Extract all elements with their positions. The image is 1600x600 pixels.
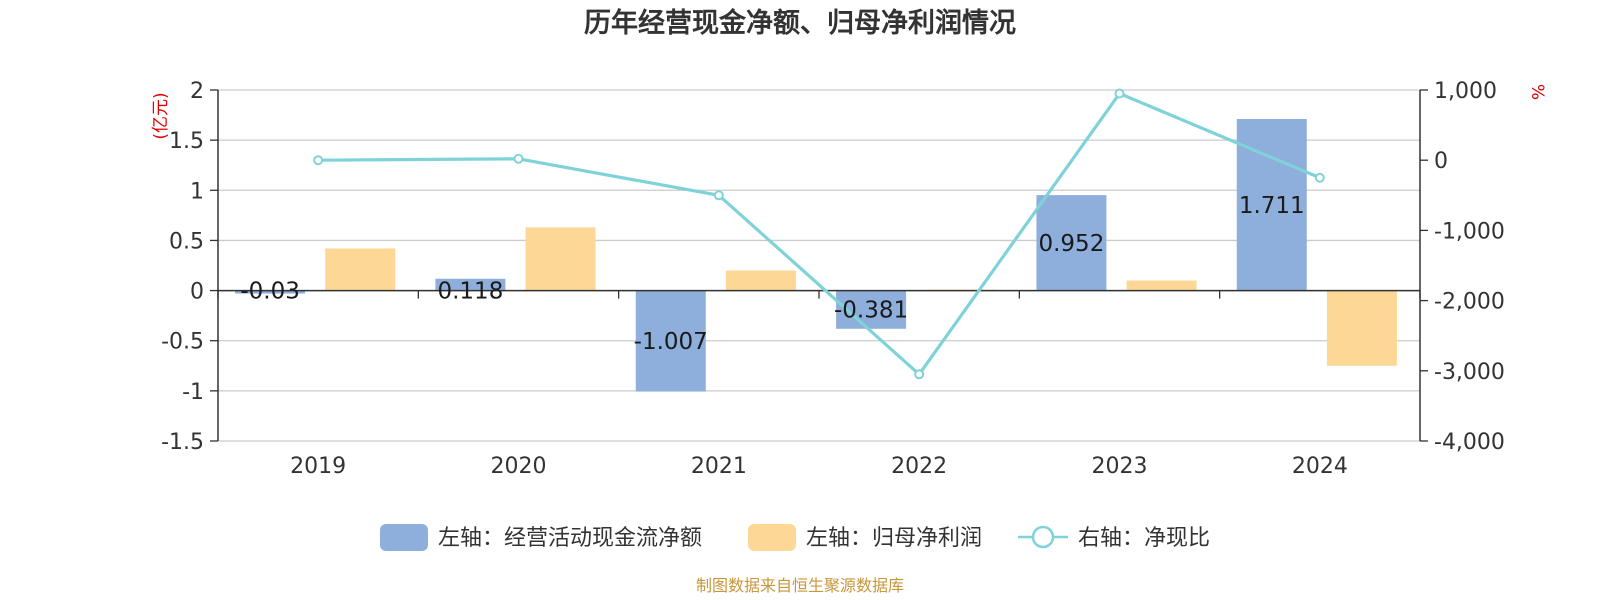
net-cash-ratio-point [713, 190, 724, 201]
net-profit-bar [1126, 280, 1197, 291]
axes: 2 1.5 1 0.5 0 -0.5 -1 -1.5 1,000 0 -1,000 -2,000 -3,… [161, 79, 1505, 479]
net-profit-bar [1326, 290, 1397, 366]
line-series [313, 88, 1325, 380]
legend-label-net-profit: 左轴：归母净利润 [806, 526, 982, 551]
left-axis-tick-label: 1.5 [169, 129, 204, 154]
left-axis-tick-label: -1.5 [161, 430, 204, 455]
net-profit-bar [725, 270, 796, 291]
right-axis-tick-label: -2,000 [1434, 290, 1505, 315]
left-axis-tick-label: 0 [190, 280, 204, 305]
cashflow-data-label: 0.118 [437, 279, 503, 305]
category-label: 2023 [1092, 454, 1148, 479]
category-label: 2024 [1292, 454, 1348, 479]
category-label: 2021 [691, 454, 747, 479]
net-cash-ratio-point [313, 155, 324, 166]
cashflow-bar [235, 290, 306, 294]
legend-label-cashflow: 左轴：经营活动现金流净额 [438, 526, 702, 551]
source-note: 制图数据来自恒生聚源数据库 [696, 576, 904, 595]
net-profit-bar [525, 227, 596, 291]
cashflow-data-label: 0.952 [1038, 231, 1104, 257]
right-axis-tick-label: 1,000 [1434, 79, 1497, 104]
right-axis-tick-label: 0 [1434, 149, 1448, 174]
category-label: 2019 [290, 454, 346, 479]
left-axis-tick-label: 0.5 [169, 229, 204, 254]
net-profit-bar [325, 248, 396, 291]
legend: 左轴：经营活动现金流净额 左轴：归母净利润 右轴：净现比 [380, 524, 1210, 551]
net-cash-ratio-point [1114, 88, 1125, 99]
left-axis-tick-label: -1 [182, 380, 204, 405]
legend-label-ratio: 右轴：净现比 [1078, 526, 1210, 551]
legend-swatch-cashflow [380, 524, 428, 551]
cashflow-data-label: -1.007 [634, 329, 708, 355]
left-axis-tick-label: 2 [190, 79, 204, 104]
cashflow-bar [1036, 195, 1107, 291]
left-axis-unit-label: (亿元) [151, 92, 171, 139]
right-axis-unit-label: % [1527, 84, 1547, 100]
right-axis-tick-label: -3,000 [1434, 360, 1505, 385]
right-axis-tick-label: -1,000 [1434, 219, 1505, 244]
cashflow-bar [635, 290, 706, 392]
category-label: 2020 [491, 454, 547, 479]
chart-title: 历年经营现金净额、归母净利润情况 [584, 7, 1016, 39]
legend-swatch-marker [1031, 525, 1055, 549]
legend-swatch-net-profit [748, 524, 796, 551]
cashflow-data-label: 1.711 [1239, 193, 1305, 219]
data-labels: -0.03 0.118 -1.007 -0.381 0.952 1.711 [240, 193, 1304, 355]
bar-series [235, 118, 1397, 392]
left-axis-tick-label: -0.5 [161, 330, 204, 355]
net-cash-ratio-point [513, 153, 524, 164]
cashflow-bar [435, 278, 506, 291]
net-cash-ratio-point [914, 369, 925, 380]
cashflow-data-label: -0.381 [834, 298, 908, 324]
right-axis-tick-label: -4,000 [1434, 430, 1505, 455]
cashflow-data-label: -0.03 [240, 279, 300, 305]
left-axis-tick-label: 1 [190, 179, 204, 204]
net-cash-ratio-line [318, 91, 1321, 376]
category-label: 2022 [891, 454, 947, 479]
net-cash-ratio-point [1314, 172, 1325, 183]
